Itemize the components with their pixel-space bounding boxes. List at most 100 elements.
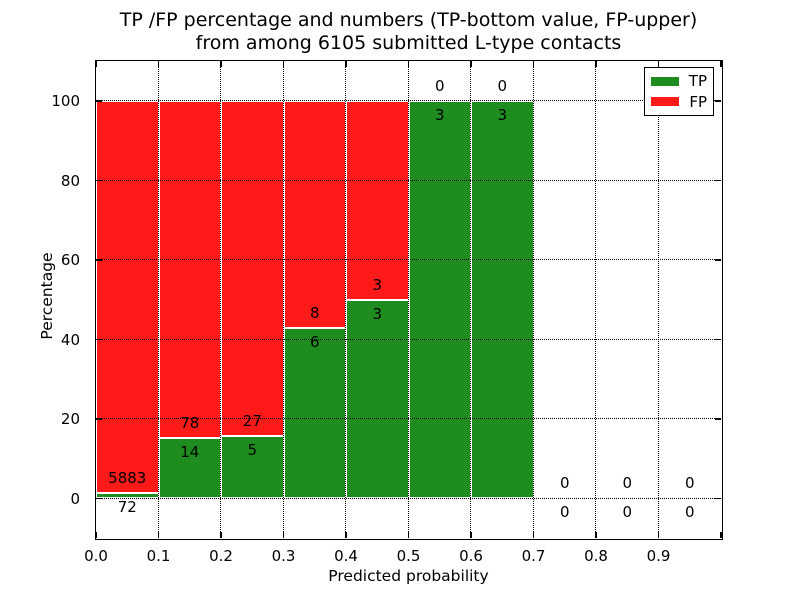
y-tick-mark [715, 259, 721, 261]
bar-count-label-fp: 5883 [108, 469, 147, 488]
vertical-gridline [595, 61, 597, 538]
x-tick-mark [282, 61, 285, 67]
legend-tp-swatch [651, 76, 679, 86]
x-tick-mark [282, 532, 285, 538]
vertical-gridline [282, 61, 284, 538]
chart-title: TP /FP percentage and numbers (TP-bottom… [96, 9, 721, 55]
x-tick-label: 0.2 [209, 547, 233, 565]
horizontal-gridline [96, 179, 721, 181]
y-tick-mark [715, 179, 721, 181]
bar-count-label-tp: 0 [559, 503, 570, 522]
legend-entry-fp: FP [651, 93, 707, 111]
x-tick-label: 0.8 [584, 547, 608, 565]
bar-count-label-tp: 3 [372, 304, 383, 323]
x-tick-label: 0.7 [521, 547, 546, 565]
x-tick-mark [720, 532, 722, 538]
x-tick-mark [595, 532, 597, 538]
bar-count-label-fp: 0 [559, 474, 570, 493]
bar-tp-segment [283, 327, 346, 499]
bar-count-label-fp: 0 [684, 474, 695, 493]
y-tick-mark [96, 418, 102, 420]
bar-fp-segment [221, 100, 284, 437]
bar-fp-segment [346, 100, 409, 300]
bar-count-label-tp: 0 [684, 503, 695, 522]
x-tick-mark [95, 61, 97, 67]
y-tick-mark [96, 179, 102, 181]
y-tick-mark [96, 497, 102, 499]
bar-count-label-tp: 3 [497, 105, 508, 124]
x-tick-mark [657, 61, 660, 67]
bar-tp-segment [346, 299, 409, 499]
bar-tp-segment [471, 100, 534, 499]
horizontal-gridline [96, 100, 721, 101]
x-tick-label: 0.3 [271, 547, 296, 565]
x-tick-mark [157, 61, 160, 67]
horizontal-gridline [96, 497, 721, 499]
x-tick-mark [220, 532, 222, 538]
x-tick-mark [407, 532, 410, 538]
vertical-gridline [345, 61, 347, 538]
legend-entry-tp: TP [651, 72, 707, 90]
chart-title-line1: TP /FP percentage and numbers (TP-bottom… [119, 9, 698, 31]
vertical-gridline [470, 61, 472, 538]
x-tick-mark [470, 61, 472, 67]
x-tick-mark [532, 532, 535, 538]
x-tick-mark [657, 532, 660, 538]
x-tick-mark [532, 61, 535, 67]
bar-count-label-tp: 3 [434, 105, 445, 124]
x-tick-mark [345, 61, 347, 67]
y-tick-mark [715, 100, 721, 102]
y-tick-label: 0 [70, 489, 80, 508]
legend-fp-swatch [651, 97, 679, 107]
x-tick-label: 0.9 [646, 547, 671, 565]
bar-count-label-fp: 0 [497, 76, 508, 95]
bar-fp-segment [283, 100, 346, 328]
x-tick-mark [220, 61, 222, 67]
x-tick-label: 0.1 [146, 547, 171, 565]
x-tick-mark [345, 532, 347, 538]
y-tick-mark [96, 100, 102, 102]
x-tick-mark [595, 61, 597, 67]
legend: TP FP [644, 67, 714, 116]
bar-count-label-fp: 0 [622, 474, 633, 493]
bar-count-label-fp: 27 [242, 412, 262, 431]
y-tick-mark [96, 338, 102, 340]
bar-fp-segment [96, 100, 159, 494]
horizontal-gridline [96, 259, 721, 260]
x-axis-label: Predicted probability [328, 567, 489, 585]
bar-count-label-tp: 0 [622, 503, 633, 522]
bar-fp-segment [158, 100, 221, 438]
x-tick-label: 0.4 [334, 547, 358, 565]
vertical-gridline [157, 61, 159, 538]
y-tick-label: 100 [51, 92, 80, 111]
y-tick-label: 20 [60, 410, 80, 429]
bar-count-label-fp: 78 [180, 413, 200, 432]
x-tick-label: 0.6 [459, 547, 483, 565]
x-tick-mark [95, 532, 97, 538]
vertical-gridline [220, 61, 222, 538]
x-tick-mark [720, 61, 722, 67]
bar-tp-segment [408, 100, 471, 499]
y-tick-label: 60 [60, 251, 80, 270]
legend-fp-label: FP [689, 92, 707, 111]
y-tick-mark [715, 418, 721, 420]
y-tick-mark [96, 259, 102, 261]
bar-count-label-fp: 8 [309, 303, 320, 322]
horizontal-gridline [96, 418, 721, 419]
bar-count-label-fp: 3 [372, 275, 383, 294]
y-tick-mark [715, 338, 721, 340]
bar-count-label-fp: 0 [434, 76, 445, 95]
x-tick-label: 0.5 [396, 547, 421, 565]
horizontal-gridline [96, 338, 721, 340]
bar-count-label-tp: 5 [247, 441, 258, 460]
bar-count-label-tp: 14 [180, 442, 200, 461]
y-tick-mark [715, 497, 721, 499]
chart-title-line2: from among 6105 submitted L-type contact… [195, 32, 622, 54]
bar-count-label-tp: 72 [117, 498, 137, 517]
x-tick-mark [470, 532, 472, 538]
bar-count-label-tp: 6 [309, 332, 320, 351]
y-tick-label: 80 [60, 171, 80, 190]
x-tick-mark [157, 532, 160, 538]
